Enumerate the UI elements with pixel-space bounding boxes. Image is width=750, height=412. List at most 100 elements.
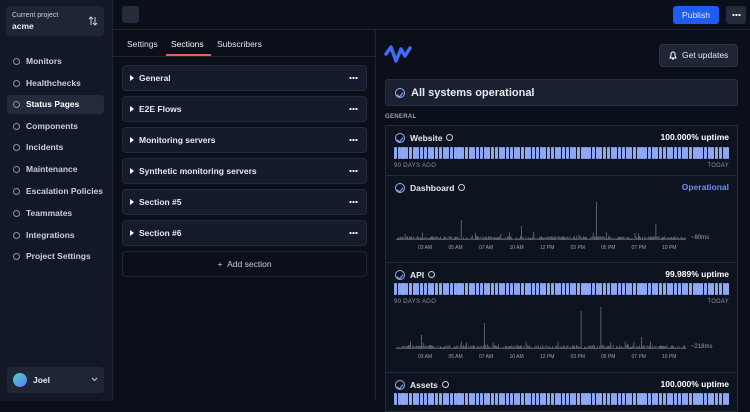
time-label: 10 PM	[662, 354, 677, 360]
uptime-day	[487, 283, 491, 295]
latency-bar	[578, 234, 580, 240]
nav-item[interactable]: Healthchecks	[7, 74, 104, 93]
uptime-day	[446, 147, 450, 159]
more-button[interactable]	[726, 6, 746, 24]
user-menu[interactable]: Joel	[7, 367, 104, 393]
section-row[interactable]: Synthetic monitoring servers	[122, 158, 367, 184]
nav-item[interactable]: Escalation Policies	[7, 182, 104, 201]
add-section-button[interactable]: + Add section	[122, 251, 367, 277]
latency-bar	[634, 232, 636, 240]
get-updates-button[interactable]: Get updates	[659, 44, 738, 67]
latency-bar	[678, 346, 680, 349]
latency-bar	[400, 347, 401, 349]
latency-bar	[592, 345, 594, 349]
latency-bar	[508, 346, 509, 349]
latency-bar	[477, 236, 478, 240]
latency-bar	[473, 345, 474, 349]
latency-bar	[458, 237, 460, 240]
section-menu[interactable]	[349, 170, 358, 172]
latency-bar	[464, 347, 465, 349]
latency-bar	[632, 345, 634, 349]
uptime-day	[520, 393, 525, 405]
nav-item[interactable]: Project Settings	[7, 247, 104, 266]
section-menu[interactable]	[349, 201, 358, 203]
uptime-day	[614, 283, 618, 295]
section-menu[interactable]	[349, 139, 358, 141]
latency-bar	[547, 345, 549, 349]
section-row[interactable]: Monitoring servers	[122, 127, 367, 153]
latency-bar	[459, 345, 461, 349]
project-switcher[interactable]: Current project acme	[6, 6, 104, 36]
section-menu[interactable]	[349, 108, 358, 110]
latency-bar	[574, 236, 575, 240]
section-row[interactable]: Section #5	[122, 189, 367, 215]
section-menu[interactable]	[349, 77, 358, 79]
nav-item[interactable]: Maintenance	[7, 160, 104, 179]
latency-bar	[444, 346, 445, 349]
section-row[interactable]: General	[122, 65, 367, 91]
nav-item[interactable]: Components	[7, 117, 104, 136]
latency-bar	[660, 238, 661, 240]
latency-bar	[551, 347, 552, 349]
uptime-day	[416, 393, 420, 405]
latency-bar	[653, 236, 654, 240]
latency-bar	[510, 346, 511, 349]
latency-bar	[631, 346, 632, 349]
range-start: 90 DAYS AGO	[394, 163, 437, 169]
get-updates-label: Get updates	[682, 50, 729, 60]
latency-bar	[602, 345, 604, 349]
latency-bar	[403, 237, 405, 240]
tab-underline	[166, 54, 211, 56]
latency-bar	[513, 345, 515, 349]
latency-bar	[617, 237, 618, 240]
tab[interactable]: Settings	[127, 39, 158, 49]
latency-bar	[432, 345, 433, 349]
nav-item[interactable]: Incidents	[7, 138, 104, 157]
uptime-day	[554, 283, 558, 295]
section-row[interactable]: E2E Flows	[122, 96, 367, 122]
uptime-day	[670, 147, 674, 159]
add-section-label: Add section	[227, 259, 272, 269]
uptime-day	[629, 393, 633, 405]
nav-icon	[13, 210, 20, 217]
collapse-button[interactable]	[122, 6, 139, 23]
latency-bar	[672, 238, 673, 240]
tab[interactable]: Sections	[171, 39, 204, 49]
uptime-day	[703, 393, 707, 405]
latency-bar	[606, 346, 607, 349]
latency-bar	[685, 237, 686, 240]
latency-bar	[489, 237, 491, 240]
latency-bar	[569, 346, 571, 349]
section-menu[interactable]	[349, 232, 358, 234]
nav-item[interactable]: Teammates	[7, 204, 104, 223]
nav-item[interactable]: Monitors	[7, 52, 104, 71]
publish-button[interactable]: Publish	[673, 6, 719, 24]
uptime-day	[651, 147, 655, 159]
latency-bar	[611, 347, 613, 349]
uptime-day	[524, 147, 528, 159]
latency-bar	[584, 346, 585, 349]
latency-bar	[412, 237, 414, 240]
latency-bar	[600, 236, 602, 240]
latency-bar	[468, 345, 470, 349]
latency-bar	[488, 346, 489, 349]
range-end: TODAY	[707, 299, 729, 305]
latency-bar	[547, 236, 549, 240]
section-row[interactable]: Section #6	[122, 220, 367, 246]
latency-bar	[581, 238, 583, 240]
nav-item[interactable]: Integrations	[7, 226, 104, 245]
latency-bar	[403, 345, 405, 349]
latency-bar	[662, 237, 663, 240]
tab[interactable]: Subscribers	[217, 39, 262, 49]
latency-bar	[572, 238, 573, 240]
latency-bar	[509, 232, 510, 240]
latency-bar	[466, 342, 467, 349]
latency-bar	[599, 236, 601, 240]
uptime-day	[580, 393, 584, 405]
uptime-day	[457, 393, 461, 405]
nav-item[interactable]: Status Pages	[7, 95, 104, 114]
latency-bar	[469, 238, 471, 240]
latency-bar	[597, 345, 598, 349]
latency-bar	[449, 346, 451, 349]
uptime-day	[464, 147, 468, 159]
